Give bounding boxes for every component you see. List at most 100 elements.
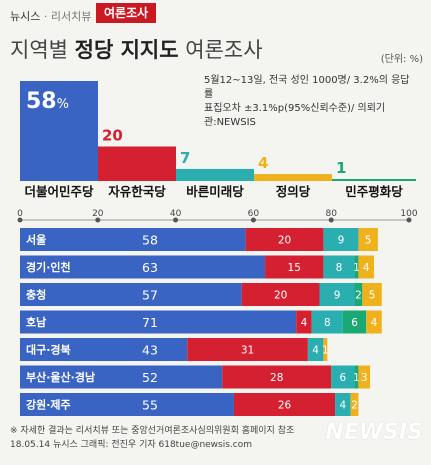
region-label-6: 강원·제주 xyxy=(26,398,71,412)
party-value-4: 1 xyxy=(336,159,346,177)
bar-value-5-0: 52 xyxy=(142,370,158,385)
footer-credit: 18.05.14 뉴시스 그래픽: 전진우 기자 618tue@newsis.c… xyxy=(10,440,253,450)
bar-value-1-4: 4 xyxy=(363,262,370,274)
party-label-2: 바른미래당 xyxy=(186,184,244,199)
bar-value-3-3: 6 xyxy=(351,317,358,329)
percent-sign: % xyxy=(57,97,69,112)
bar-value-2-0: 57 xyxy=(142,288,158,303)
bar-value-1-2: 8 xyxy=(336,262,343,274)
bar-value-4-1: 31 xyxy=(241,345,254,357)
tick-label-40: 40 xyxy=(170,209,182,219)
tick-label-0: 0 xyxy=(17,209,23,219)
bar-segment-5-1 xyxy=(222,365,332,389)
bar-segment-4-0 xyxy=(20,338,188,361)
bar-segment-1-2 xyxy=(323,255,355,279)
region-label-5: 부산·울산·경남 xyxy=(26,370,95,384)
bar-value-6-0: 55 xyxy=(142,398,158,413)
region-label-4: 대구·경북 xyxy=(26,343,71,357)
party-label-1: 자유한국당 xyxy=(108,184,166,199)
brand-name: 뉴시스 xyxy=(10,10,41,23)
bar-segment-6-1 xyxy=(233,393,336,416)
bar-value-0-0: 58 xyxy=(142,233,158,248)
bar-value-0-2: 9 xyxy=(338,235,345,247)
bar-segment-5-0 xyxy=(20,365,223,389)
bar-value-6-2: 4 xyxy=(340,400,347,412)
bar-value-1-3: 1 xyxy=(353,262,360,274)
survey-note-line2: 표집오차 ±3.1%p(95%신뢰수준)/ 의뢰기관:NEWSIS xyxy=(204,103,386,128)
survey-note-line1: 5월12~13일, 전국 성인 1000명/ 3.2%의 응답률 xyxy=(204,75,410,100)
party-bar-0 xyxy=(20,81,98,181)
tick-label-80: 80 xyxy=(325,209,337,219)
bar-segment-1-3 xyxy=(354,255,359,279)
title-prefix: 지역별 xyxy=(10,38,75,62)
bar-segment-2-1 xyxy=(241,283,320,306)
survey-note: 5월12~13일, 전국 성인 1000명/ 3.2%의 응답률 표집오차 ±3… xyxy=(204,74,418,130)
party-bar-2 xyxy=(176,168,254,181)
bar-segment-3-1 xyxy=(296,310,312,334)
bar-value-0-1: 20 xyxy=(278,235,291,247)
bar-segment-2-0 xyxy=(20,283,242,306)
bar-segment-4-2 xyxy=(307,338,324,361)
bar-value-6-4: 2 xyxy=(351,400,358,412)
footer-note: ※ 자세한 결과는 리서치뷰 또는 중앙선거여론조사심의위원회 홈페이지 참조 xyxy=(10,426,295,436)
bar-segment-1-1 xyxy=(265,255,324,279)
bar-value-1-0: 63 xyxy=(142,260,158,275)
header-brand: 뉴시스 · 리서치뷰 xyxy=(10,8,91,24)
bar-segment-6-4 xyxy=(350,393,359,416)
bar-segment-6-0 xyxy=(20,393,234,416)
bar-segment-0-1 xyxy=(245,228,324,251)
party-value-1: 20 xyxy=(102,127,123,145)
region-label-3: 호남 xyxy=(26,315,46,329)
bar-value-5-1: 28 xyxy=(270,372,283,384)
party-label-0: 더불어민주당 xyxy=(24,184,94,199)
party-bar-3 xyxy=(254,174,332,181)
bar-segment-4-1 xyxy=(187,338,308,361)
bar-segment-3-3 xyxy=(342,310,367,334)
bar-value-5-2: 6 xyxy=(340,372,347,384)
bar-segment-2-3 xyxy=(354,283,363,306)
bar-value-2-2: 9 xyxy=(334,290,341,302)
unit-label: (단위: %) xyxy=(380,54,423,65)
tick-mark-100 xyxy=(406,217,412,223)
title-bold: 정당 지지도 xyxy=(74,38,179,62)
tick-label-20: 20 xyxy=(92,209,104,219)
party-bar-4 xyxy=(332,179,416,181)
bar-segment-1-0 xyxy=(20,255,266,279)
bar-segment-3-4 xyxy=(366,310,382,334)
tick-label-60: 60 xyxy=(248,209,260,219)
tick-label-100: 100 xyxy=(400,209,417,219)
title-suffix: 여론조사 xyxy=(178,38,263,62)
footer: ※ 자세한 결과는 리서치뷰 또는 중앙선거여론조사심의위원회 홈페이지 참조 … xyxy=(10,424,294,452)
bar-segment-0-2 xyxy=(323,228,359,251)
bar-value-3-1: 4 xyxy=(301,317,308,329)
party-label-4: 민주평화당 xyxy=(345,184,403,199)
bar-segment-3-2 xyxy=(311,310,343,334)
bar-segment-4-4 xyxy=(323,338,328,361)
bar-value-4-4: 1 xyxy=(322,345,329,357)
bar-value-3-4: 4 xyxy=(371,317,378,329)
bar-value-6-1: 26 xyxy=(278,400,292,412)
bar-value-5-3: 1 xyxy=(353,372,360,384)
bar-value-4-2: 4 xyxy=(312,345,319,357)
bar-segment-1-4 xyxy=(358,255,374,279)
bar-segment-5-4 xyxy=(358,365,371,389)
page-title: 지역별 정당 지지도 여론조사 xyxy=(10,34,263,64)
tick-mark-60 xyxy=(250,217,256,223)
bar-segment-5-2 xyxy=(331,365,355,389)
tick-mark-20 xyxy=(95,217,101,223)
party-value-3: 4 xyxy=(258,154,268,172)
region-label-0: 서울 xyxy=(26,233,46,247)
bar-value-0-4: 5 xyxy=(365,235,372,247)
party-value-0: 58% xyxy=(26,89,69,114)
watermark-logo: NEWSIS xyxy=(325,420,423,445)
party-label-3: 정의당 xyxy=(276,184,311,199)
tick-mark-40 xyxy=(173,217,179,223)
region-label-2: 충청 xyxy=(26,288,46,302)
bar-value-4-0: 43 xyxy=(142,343,158,358)
bar-segment-5-3 xyxy=(354,365,359,389)
region-label-1: 경기·인천 xyxy=(26,260,71,274)
bar-segment-2-2 xyxy=(319,283,355,306)
bar-segment-0-0 xyxy=(20,228,246,251)
bar-value-2-1: 20 xyxy=(274,290,287,302)
